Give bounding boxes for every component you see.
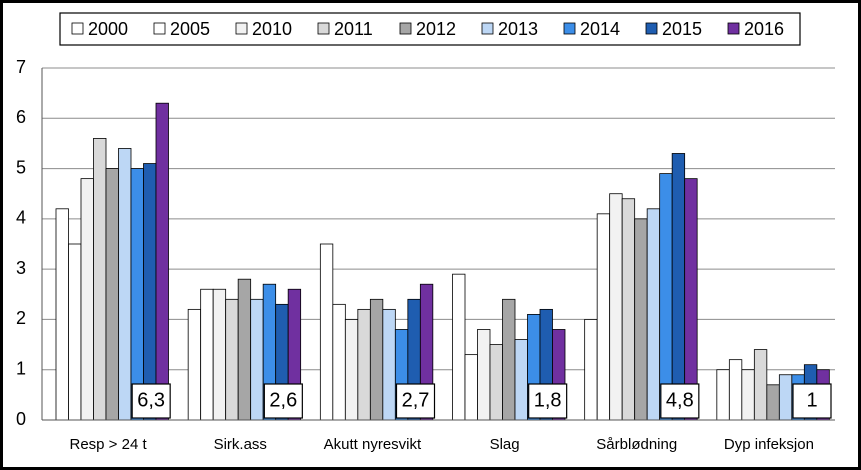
- bar: [671, 153, 686, 421]
- y-tick-label: 2: [16, 308, 26, 328]
- value-label: 1: [806, 389, 817, 411]
- bar: [93, 137, 107, 421]
- y-tick-label: 3: [16, 258, 26, 278]
- bar: [621, 198, 636, 421]
- legend-marker: [71, 22, 84, 35]
- bar: [155, 102, 169, 421]
- x-tick-label: Sirk.ass: [214, 436, 267, 453]
- legend-label: 2015: [662, 19, 702, 39]
- bar: [753, 349, 768, 421]
- bar: [596, 213, 611, 421]
- bar: [225, 298, 239, 421]
- legend-marker: [153, 22, 166, 35]
- y-tick-label: 4: [16, 208, 26, 228]
- y-tick-label: 7: [16, 57, 26, 77]
- value-label-box: [792, 383, 832, 419]
- legend-box: [59, 12, 801, 46]
- legend-marker: [563, 22, 576, 35]
- legend-label: 2000: [88, 19, 128, 39]
- x-tick-label: Sårblødning: [596, 436, 677, 453]
- legend-label: 2005: [170, 19, 210, 39]
- bar: [212, 288, 227, 421]
- bar: [250, 298, 264, 421]
- legend-marker: [727, 22, 740, 35]
- value-label-box: [528, 383, 568, 419]
- bar: [332, 303, 346, 421]
- bar: [514, 339, 528, 421]
- bar: [659, 173, 673, 421]
- bar: [502, 298, 516, 421]
- bar: [55, 208, 69, 421]
- bar: [130, 168, 144, 421]
- bar: [369, 298, 384, 421]
- bar: [118, 148, 132, 421]
- bar: [778, 374, 793, 421]
- bar: [741, 369, 755, 421]
- value-label-box: [660, 383, 700, 419]
- bar: [452, 273, 466, 421]
- legend-marker: [235, 22, 248, 35]
- bar: [766, 384, 780, 421]
- bar: [464, 354, 478, 421]
- legend-label: 2013: [498, 19, 538, 39]
- x-tick-label: Dyp infeksjon: [724, 436, 814, 453]
- bar: [584, 319, 598, 421]
- y-tick-label: 6: [16, 107, 26, 127]
- bar: [68, 243, 82, 421]
- y-tick-label: 0: [16, 409, 26, 429]
- bar: [609, 193, 623, 421]
- bar: [319, 243, 334, 421]
- legend-marker: [399, 22, 412, 35]
- value-label-box: [395, 383, 436, 419]
- legend-marker: [317, 22, 330, 35]
- legend-label: 2010: [252, 19, 292, 39]
- y-tick-label: 5: [16, 157, 26, 177]
- x-tick-label: Resp > 24 t: [70, 436, 148, 453]
- value-label: 4,8: [666, 389, 694, 411]
- value-label-box: [263, 383, 303, 419]
- x-tick-label: Akutt nyresvikt: [324, 436, 422, 453]
- legend-marker: [645, 22, 658, 35]
- legend-marker: [481, 22, 494, 35]
- value-label: 2,7: [402, 389, 430, 411]
- legend-label: 2014: [580, 19, 620, 39]
- bar: [237, 278, 252, 421]
- y-tick-label: 1: [16, 358, 26, 378]
- bar: [477, 329, 491, 421]
- bar: [382, 308, 396, 421]
- value-label-box: [131, 383, 171, 419]
- bar: [646, 208, 661, 421]
- bar: [634, 218, 648, 421]
- bar: [357, 308, 371, 421]
- legend-label: 2016: [744, 19, 784, 39]
- x-tick-label: Slag: [490, 436, 520, 453]
- value-label: 1,8: [534, 389, 562, 411]
- bar: [728, 359, 743, 421]
- bar: [344, 319, 359, 421]
- bar: [187, 308, 202, 421]
- legend-label: 2011: [334, 19, 373, 39]
- value-label: 2,6: [269, 389, 297, 411]
- bar: [105, 168, 119, 421]
- bar: [716, 369, 730, 421]
- legend-label: 2012: [416, 19, 456, 39]
- bar: [80, 178, 94, 421]
- value-label: 6,3: [137, 389, 165, 411]
- bar: [143, 163, 157, 421]
- bar: [200, 288, 214, 421]
- bar: [489, 344, 503, 421]
